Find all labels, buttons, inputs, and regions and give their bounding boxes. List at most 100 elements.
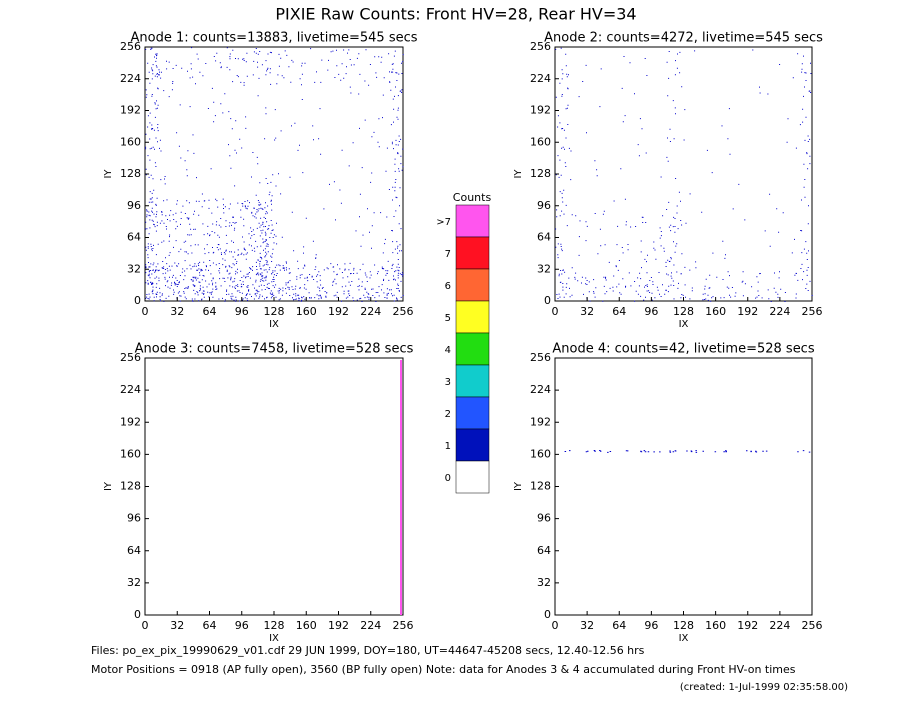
plot-frame	[554, 357, 813, 616]
y-tick-label: 64	[537, 231, 551, 244]
x-tick-label: 64	[612, 305, 626, 318]
x-tick-label: 192	[737, 619, 758, 632]
y-tick-label: 192	[530, 104, 551, 117]
pixel-texture	[564, 450, 811, 453]
y-tick-label: 160	[120, 447, 141, 460]
x-axis-label: IX	[679, 633, 689, 644]
y-tick-label: 256	[530, 351, 551, 364]
y-tick-label: 224	[120, 72, 141, 85]
y-axis-label: IY	[513, 169, 524, 179]
x-tick-label: 256	[802, 305, 823, 318]
y-tick-label: 128	[120, 167, 141, 180]
y-tick-label: 256	[530, 40, 551, 53]
x-tick-label: 96	[644, 305, 658, 318]
x-tick-label: 224	[360, 619, 381, 632]
colorbar-label: 1	[445, 441, 451, 452]
y-tick-label: 128	[530, 480, 551, 493]
x-axis-label: IX	[679, 319, 689, 330]
y-tick-label: 160	[530, 135, 551, 148]
colorbar-swatch	[455, 396, 490, 430]
footer-files: Files: po_ex_pix_19990629_v01.cdf 29 JUN…	[91, 644, 645, 657]
panel-title: Anode 4: counts=42, livetime=528 secs	[552, 342, 814, 357]
y-tick-label: 256	[120, 40, 141, 53]
x-tick-label: 96	[644, 619, 658, 632]
y-tick-label: 64	[127, 544, 141, 557]
footer-motor: Motor Positions = 0918 (AP fully open), …	[91, 663, 796, 676]
x-tick-label: 0	[552, 619, 559, 632]
y-tick-label: 160	[530, 447, 551, 460]
main-title: PIXIE Raw Counts: Front HV=28, Rear HV=3…	[275, 5, 636, 24]
y-axis-label: IY	[103, 481, 114, 491]
colorbar-label: 2	[445, 409, 451, 420]
colorbar-swatch	[455, 428, 490, 462]
y-tick-label: 224	[120, 383, 141, 396]
y-tick-label: 32	[537, 576, 551, 589]
colorbar-swatch	[455, 460, 490, 494]
x-tick-label: 32	[170, 305, 184, 318]
y-tick-label: 256	[120, 351, 141, 364]
y-tick-label: 64	[537, 544, 551, 557]
colorbar-swatch	[455, 204, 490, 238]
y-tick-label: 32	[127, 576, 141, 589]
colorbar-swatch	[455, 364, 490, 398]
x-tick-label: 64	[612, 619, 626, 632]
x-tick-label: 0	[552, 305, 559, 318]
x-tick-label: 128	[264, 305, 285, 318]
x-tick-label: 160	[296, 305, 317, 318]
plot-frame	[554, 46, 813, 302]
y-tick-label: 0	[134, 294, 141, 307]
colorbar-label: 0	[445, 473, 451, 484]
x-tick-label: 32	[580, 305, 594, 318]
x-tick-label: 32	[580, 619, 594, 632]
x-tick-label: 256	[393, 305, 414, 318]
x-axis-label: IX	[269, 319, 279, 330]
x-tick-label: 32	[170, 619, 184, 632]
y-tick-label: 128	[530, 167, 551, 180]
x-tick-label: 64	[203, 619, 217, 632]
x-tick-label: 128	[673, 619, 694, 632]
x-tick-label: 96	[235, 619, 249, 632]
x-tick-label: 64	[203, 305, 217, 318]
y-tick-label: 192	[120, 104, 141, 117]
y-tick-label: 96	[127, 199, 141, 212]
x-tick-label: 192	[328, 305, 349, 318]
colorbar-swatch	[455, 300, 490, 334]
y-tick-label: 96	[537, 512, 551, 525]
x-tick-label: 128	[264, 619, 285, 632]
x-axis-label: IX	[269, 633, 279, 644]
x-tick-label: 224	[769, 305, 790, 318]
panel-title: Anode 1: counts=13883, livetime=545 secs	[130, 31, 417, 46]
colorbar-label: 7	[445, 249, 451, 260]
y-tick-label: 32	[537, 262, 551, 275]
y-axis-label: IY	[513, 481, 524, 491]
y-tick-label: 64	[127, 231, 141, 244]
y-tick-label: 0	[134, 608, 141, 621]
colorbar-title: Counts	[453, 191, 492, 204]
x-tick-label: 96	[235, 305, 249, 318]
y-tick-label: 192	[120, 415, 141, 428]
colorbar-label: >7	[436, 217, 451, 228]
x-tick-label: 224	[360, 305, 381, 318]
x-tick-label: 192	[328, 619, 349, 632]
panel-title: Anode 3: counts=7458, livetime=528 secs	[135, 342, 414, 357]
x-tick-label: 256	[393, 619, 414, 632]
colorbar-label: 5	[445, 313, 451, 324]
colorbar-swatch	[455, 268, 490, 302]
y-tick-label: 32	[127, 262, 141, 275]
colorbar-label: 4	[445, 345, 451, 356]
colorbar-label: 3	[445, 377, 451, 388]
y-tick-label: 224	[530, 383, 551, 396]
x-tick-label: 160	[705, 619, 726, 632]
y-tick-label: 0	[544, 294, 551, 307]
x-tick-label: 192	[737, 305, 758, 318]
footer-created: (created: 1-Jul-1999 02:35:58.00)	[680, 682, 848, 693]
x-tick-label: 0	[142, 305, 149, 318]
x-tick-label: 160	[705, 305, 726, 318]
panel-title: Anode 2: counts=4272, livetime=545 secs	[544, 31, 823, 46]
y-tick-label: 0	[544, 608, 551, 621]
colorbar-swatch	[455, 332, 490, 366]
plot-frame	[144, 46, 404, 302]
x-tick-label: 160	[296, 619, 317, 632]
y-axis-label: IY	[103, 169, 114, 179]
